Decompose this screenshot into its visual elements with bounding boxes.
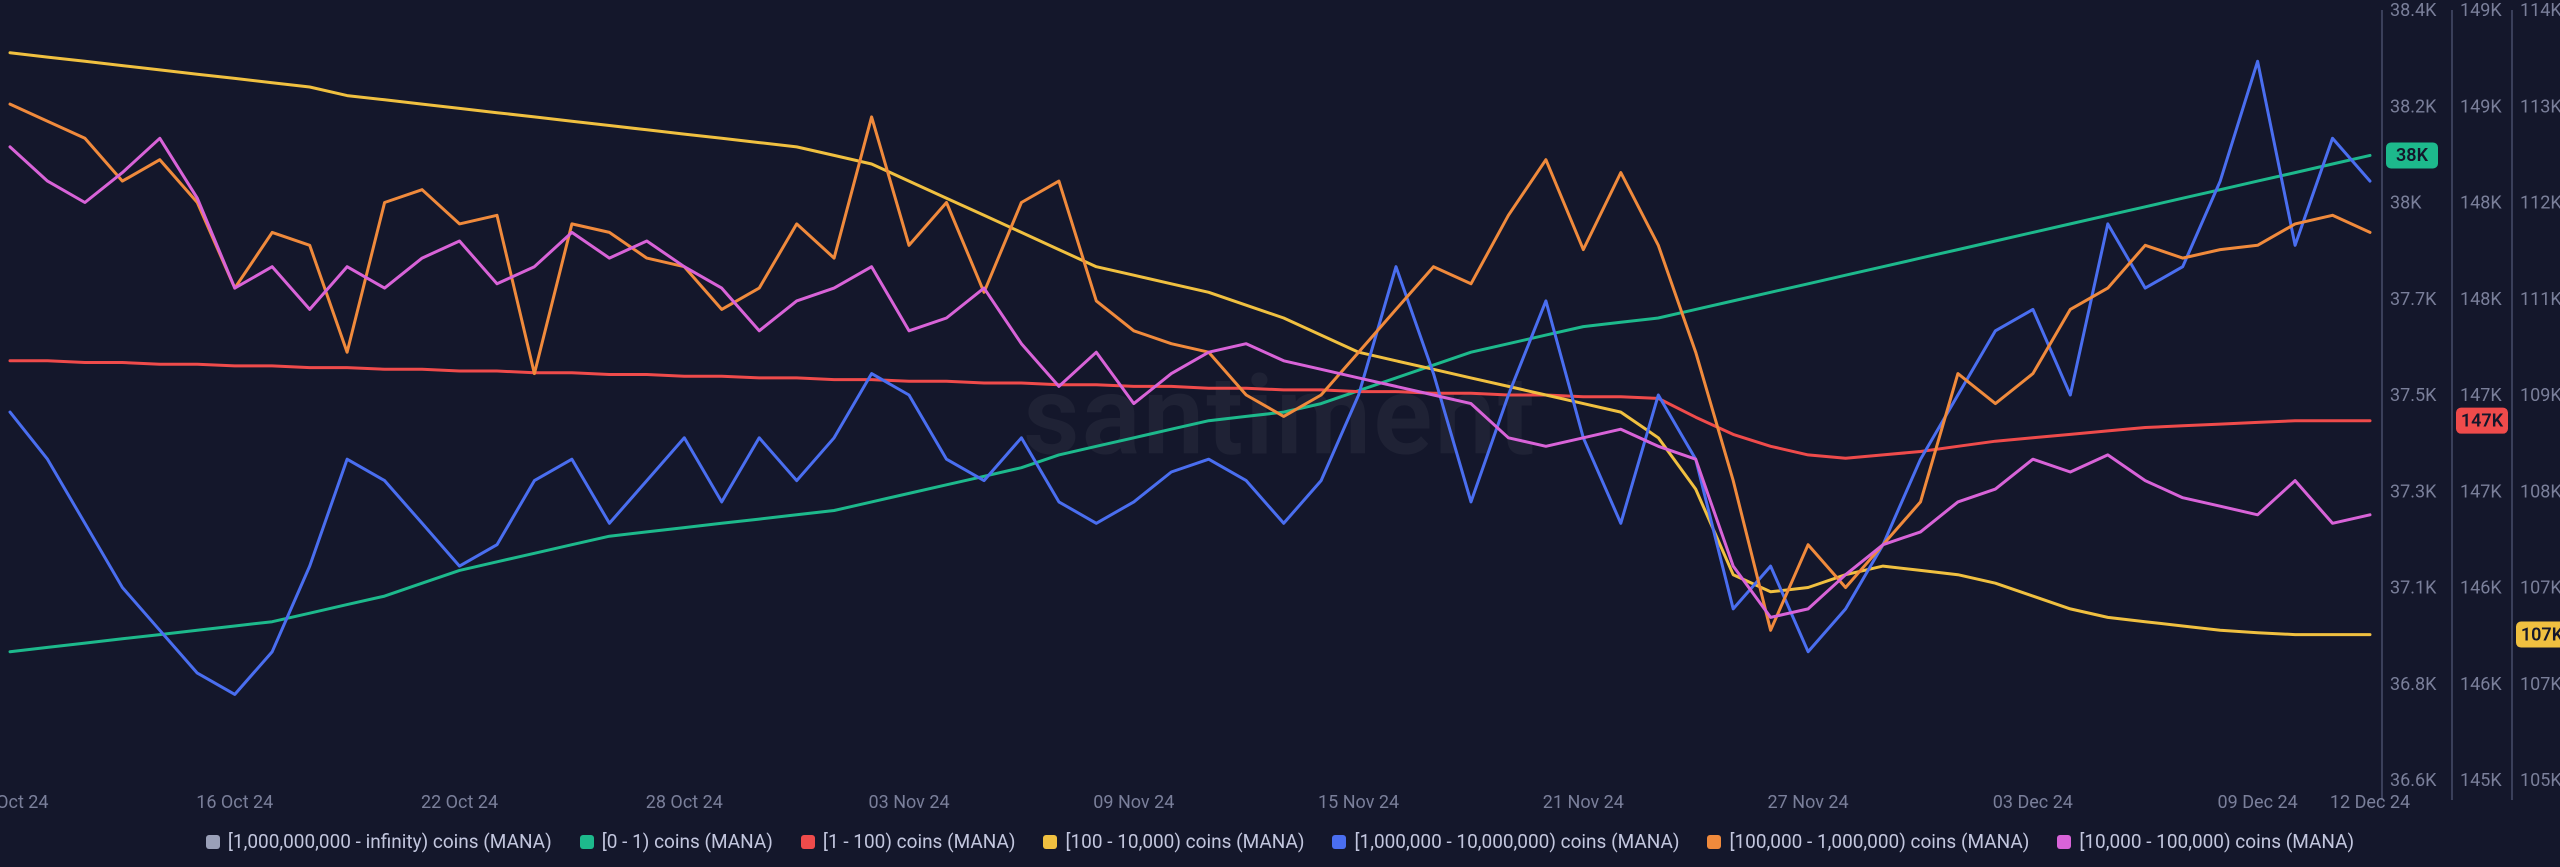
y-tick-label: 37.7K <box>2390 289 2437 310</box>
y-tick-label: 105K <box>2520 770 2560 791</box>
y-tick-label: 148K <box>2460 289 2502 310</box>
legend-item[interactable]: [1,000,000 - 10,000,000) coins (MANA) <box>1332 830 1679 853</box>
y-tick-label: 109K <box>2520 385 2560 406</box>
y-tick-label: 111K <box>2520 289 2560 310</box>
legend-item[interactable]: [0 - 1) coins (MANA) <box>580 830 773 853</box>
y-tick-label: 147K <box>2460 481 2502 502</box>
legend-label: [1,000,000 - 10,000,000) coins (MANA) <box>1354 830 1679 853</box>
axis-badge-label: 38K <box>2396 145 2429 166</box>
y-tick-label: 36.8K <box>2390 674 2437 695</box>
legend-swatch <box>206 835 220 849</box>
y-tick-label: 37.1K <box>2390 578 2437 599</box>
legend-item[interactable]: [1,000,000,000 - infinity) coins (MANA) <box>206 830 552 853</box>
y-tick-label: 149K <box>2460 96 2502 117</box>
legend-label: [1,000,000,000 - infinity) coins (MANA) <box>228 830 552 853</box>
legend-item[interactable]: [1 - 100) coins (MANA) <box>801 830 1016 853</box>
y-tick-label: 38.4K <box>2390 0 2437 21</box>
x-tick-label: 10 Oct 24 <box>0 792 49 813</box>
axis-badge-label: 147K <box>2461 410 2504 431</box>
series-line[interactable] <box>10 53 2370 635</box>
legend-label: [1 - 100) coins (MANA) <box>823 830 1016 853</box>
legend-label: [0 - 1) coins (MANA) <box>602 830 773 853</box>
y-tick-label: 145K <box>2460 770 2502 791</box>
x-tick-label: 09 Dec 24 <box>2218 792 2298 813</box>
chart-root: santiment 36.6K36.8K37.1K37.3K37.5K37.7K… <box>0 0 2560 867</box>
legend-swatch <box>1332 835 1346 849</box>
series-line[interactable] <box>10 361 2370 459</box>
legend-swatch <box>1043 835 1057 849</box>
legend-swatch <box>2057 835 2071 849</box>
x-tick-label: 27 Nov 24 <box>1768 792 1849 813</box>
x-tick-label: 21 Nov 24 <box>1543 792 1624 813</box>
legend-item[interactable]: [100 - 10,000) coins (MANA) <box>1043 830 1304 853</box>
x-tick-label: 28 Oct 24 <box>646 792 723 813</box>
legend-label: [100,000 - 1,000,000) coins (MANA) <box>1729 830 2029 853</box>
y-tick-label: 36.6K <box>2390 770 2437 791</box>
y-tick-label: 113K <box>2520 96 2560 117</box>
x-tick-label: 16 Oct 24 <box>196 792 273 813</box>
y-tick-label: 146K <box>2460 674 2502 695</box>
y-tick-label: 107K <box>2520 578 2560 599</box>
legend-swatch <box>1707 835 1721 849</box>
y-tick-label: 147K <box>2460 385 2502 406</box>
series-line[interactable] <box>10 155 2370 651</box>
y-tick-label: 108K <box>2520 481 2560 502</box>
x-tick-label: 03 Nov 24 <box>869 792 950 813</box>
series-line[interactable] <box>10 138 2370 617</box>
y-tick-label: 149K <box>2460 0 2502 21</box>
y-tick-label: 107K <box>2520 674 2560 695</box>
x-tick-label: 12 Dec 24 <box>2330 792 2410 813</box>
y-tick-label: 37.5K <box>2390 385 2437 406</box>
x-tick-label: 09 Nov 24 <box>1093 792 1174 813</box>
y-tick-label: 38K <box>2390 193 2422 214</box>
y-tick-label: 112K <box>2520 193 2560 214</box>
y-tick-label: 146K <box>2460 578 2502 599</box>
legend-label: [100 - 10,000) coins (MANA) <box>1065 830 1304 853</box>
legend-swatch <box>801 835 815 849</box>
legend-item[interactable]: [100,000 - 1,000,000) coins (MANA) <box>1707 830 2029 853</box>
line-chart[interactable]: 36.6K 36.8K 37.1K 37.3K 37.5K 37.7K 38K 38.2K 38… <box>0 0 2560 867</box>
legend-label: [10,000 - 100,000) coins (MANA) <box>2079 830 2354 853</box>
legend: [1,000,000,000 - infinity) coins (MANA) [… <box>0 830 2560 853</box>
y-tick-label: 148K <box>2460 193 2502 214</box>
legend-swatch <box>580 835 594 849</box>
y-tick-label: 38.2K <box>2390 96 2437 117</box>
x-tick-label: 22 Oct 24 <box>421 792 498 813</box>
y-tick-label: 37.3K <box>2390 481 2437 502</box>
legend-item[interactable]: [10,000 - 100,000) coins (MANA) <box>2057 830 2354 853</box>
y-tick-label: 114K <box>2520 0 2560 21</box>
x-tick-label: 03 Dec 24 <box>1993 792 2073 813</box>
x-tick-label: 15 Nov 24 <box>1318 792 1399 813</box>
axis-badge-label: 107K <box>2521 624 2560 645</box>
